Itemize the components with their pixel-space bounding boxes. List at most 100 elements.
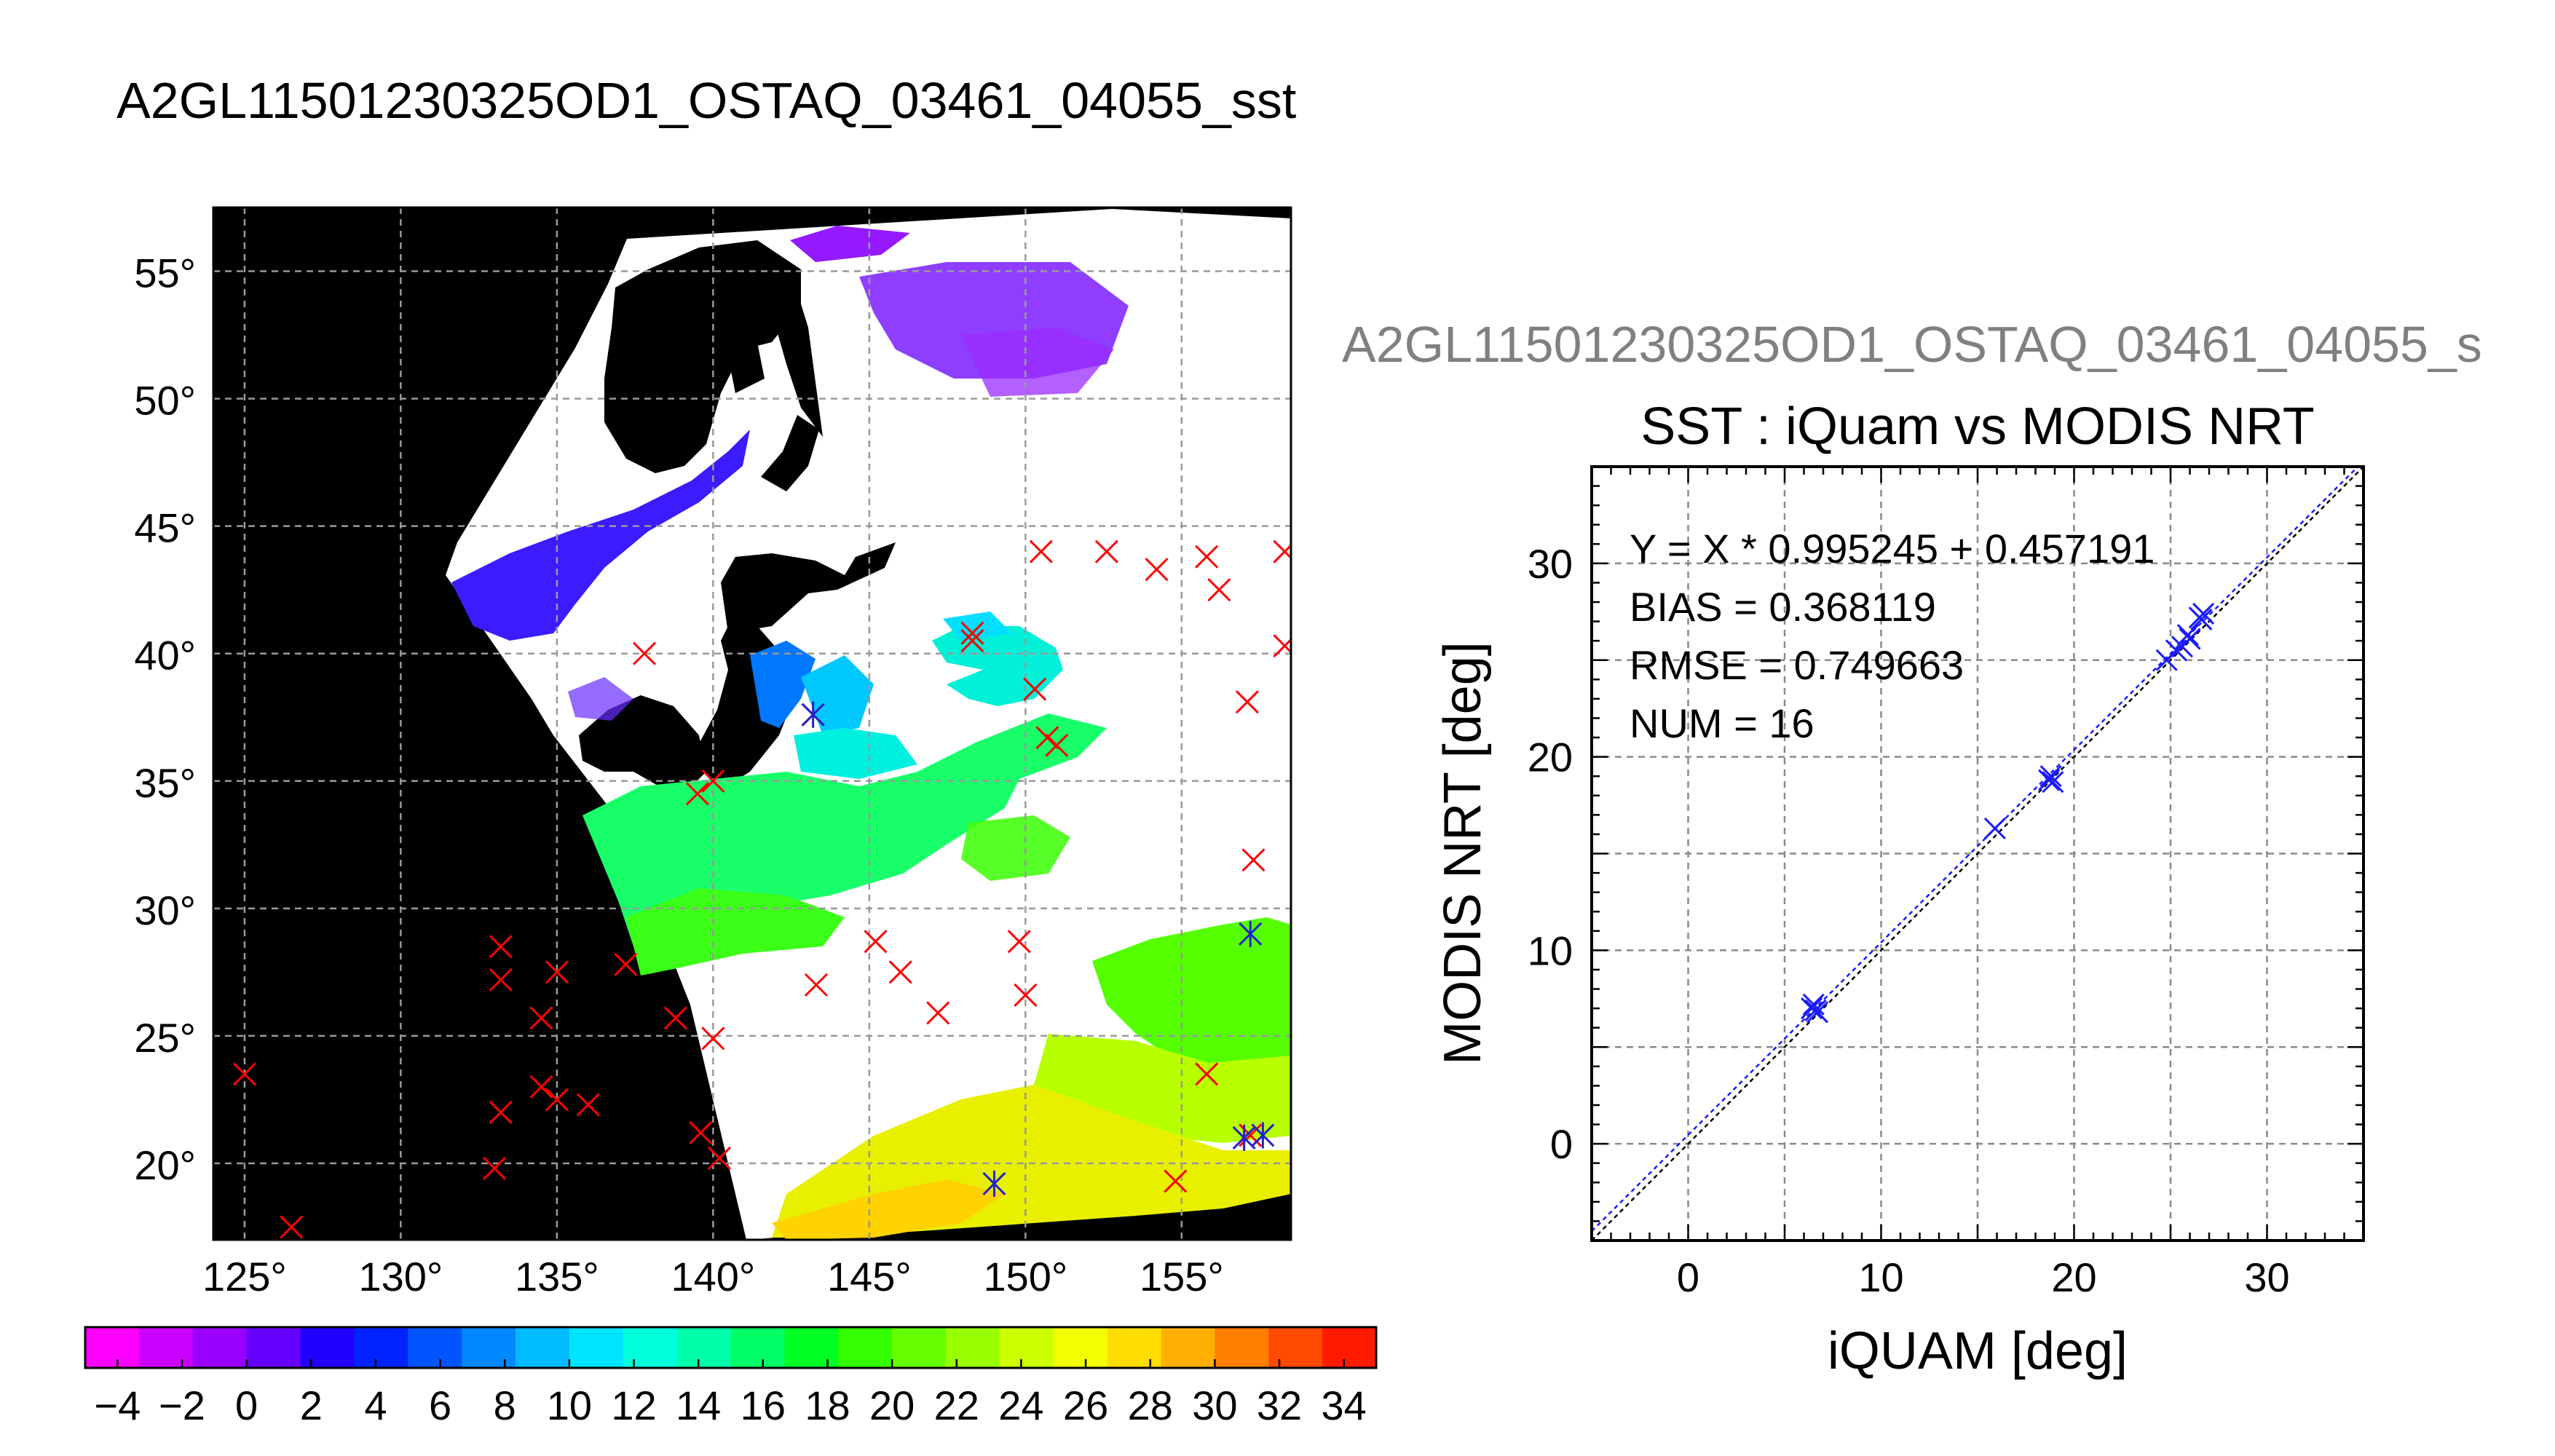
observation-marker-blue — [1239, 920, 1263, 947]
observation-marker-red — [1145, 558, 1169, 582]
observation-marker-red — [1094, 539, 1118, 563]
colorbar-cell — [1053, 1327, 1108, 1368]
colorbar-cell — [999, 1327, 1054, 1368]
observation-marker-red — [1029, 539, 1053, 563]
scatter-ticks — [1590, 465, 2365, 1242]
longitude-tick-labels: 125° 130° 135° 140° 145° 150° 155° — [202, 1254, 1224, 1299]
colorbar-tick-label: 30 — [1192, 1382, 1237, 1428]
observation-marker-red — [701, 1026, 725, 1051]
sst-patch-sanriku — [750, 641, 816, 728]
sst-patch-shikoku-sea — [626, 888, 845, 976]
observation-marker-red — [545, 1088, 569, 1112]
observation-marker-red — [545, 960, 569, 984]
colorbar-cell — [623, 1327, 678, 1368]
longitude-tick-label: 125° — [202, 1254, 287, 1299]
latitude-tick-label: 30° — [134, 887, 196, 933]
scatter-point — [1802, 993, 1825, 1016]
colorbar-cell — [784, 1327, 839, 1368]
observation-marker-red — [1164, 1169, 1188, 1193]
colorbar-tick-label: −2 — [159, 1382, 205, 1428]
observation-marker-red — [1014, 983, 1038, 1007]
scatter-point — [1806, 1001, 1829, 1024]
observation-marker-red — [864, 930, 888, 954]
scatter-point — [2037, 769, 2061, 791]
latitude-tick-label: 45° — [134, 505, 196, 551]
colorbar-cell — [300, 1327, 355, 1368]
scatter-x-axis-label: iQUAM [deg] — [1828, 1322, 2128, 1380]
observation-marker-red — [632, 641, 657, 665]
scatter-y-axis-label: MODIS NRT [deg] — [1434, 641, 1492, 1065]
scatter-point — [2039, 765, 2062, 788]
observation-marker-red — [1195, 1062, 1219, 1086]
scatter-annotation-bias: BIAS = 0.368119 — [1630, 584, 1936, 630]
colorbar-tick-label: 34 — [1322, 1382, 1367, 1428]
colorbar-cell — [892, 1327, 947, 1368]
colorbar-cell — [516, 1327, 570, 1368]
sst-patch-south-east — [1092, 917, 1291, 1070]
colorbar-tick-label: 32 — [1257, 1382, 1302, 1428]
scatter-point — [2042, 771, 2064, 794]
colorbar-tick-label: 20 — [869, 1382, 915, 1428]
scatter-annotation-num: NUM = 16 — [1630, 700, 1814, 746]
observation-marker-red — [280, 1215, 304, 1239]
scatter-figure-title: A2GL11501230325OD1_OSTAQ_03461_04055_s — [1342, 316, 2482, 373]
observation-marker-red — [1273, 539, 1291, 563]
colorbar-cell — [730, 1327, 785, 1368]
latitude-tick-label: 50° — [134, 378, 196, 424]
observation-marker-red — [483, 1156, 507, 1181]
colorbar-cell — [408, 1327, 462, 1368]
colorbar-frame — [84, 1326, 1378, 1369]
observation-marker-red — [1235, 690, 1260, 714]
scatter-point — [1801, 997, 1823, 1020]
observation-marker-red — [1035, 726, 1059, 750]
scatter-panel: A2GL11501230325OD1_OSTAQ_03461_04055_s S… — [1342, 316, 2482, 1380]
colorbar-cell — [1107, 1327, 1162, 1368]
colorbar-cell — [1161, 1327, 1215, 1368]
sst-patch-okhotsk-south — [961, 328, 1114, 397]
colorbar-tick-label: 28 — [1128, 1382, 1173, 1428]
scatter-y-tick-label: 20 — [1528, 735, 1573, 780]
colorbar-cell — [138, 1327, 194, 1368]
scatter-points — [1801, 602, 2215, 1024]
observation-marker-red — [960, 621, 984, 645]
latitude-tick-label: 20° — [134, 1142, 196, 1188]
observation-marker-red — [804, 973, 829, 997]
observation-marker-red — [614, 952, 638, 976]
longitude-tick-label: 155° — [1140, 1254, 1224, 1299]
colorbar-tick-label: 24 — [998, 1382, 1043, 1428]
scatter-y-tick-label: 30 — [1528, 541, 1573, 587]
colorbar-tick-label: 22 — [934, 1382, 979, 1428]
observation-marker-red — [1023, 677, 1047, 701]
sst-patch-green-east — [961, 815, 1070, 881]
scatter-point — [2165, 639, 2188, 662]
regression-line — [1592, 467, 2360, 1233]
observation-marker-red — [232, 1062, 256, 1086]
colorbar-tick-label: −4 — [94, 1382, 141, 1428]
observation-marker-red — [489, 968, 513, 992]
observation-marker-blue — [1232, 1124, 1256, 1151]
scatter-y-tick-label: 10 — [1528, 927, 1573, 973]
colorbar-cell — [1268, 1327, 1323, 1368]
observation-marker-red — [1195, 545, 1219, 569]
observation-marker-red — [689, 1120, 713, 1145]
colorbar-tick-label: 6 — [429, 1382, 451, 1428]
scatter-reference-lines — [1592, 467, 2364, 1241]
sst-map-panel: 20° 25° 30° 35° 40° 45° 50° 55° 125° 130° 135° 140… — [134, 206, 1292, 1299]
colorbar-cell — [462, 1327, 516, 1368]
colorbar-cell — [569, 1327, 624, 1368]
colorbar-cell — [946, 1327, 1000, 1368]
observation-marker-red — [707, 1146, 732, 1171]
sst-patch-kuroshio-ext-north — [794, 728, 917, 779]
scatter-point — [2176, 624, 2199, 646]
colorbar-tick-label: 16 — [741, 1382, 786, 1428]
colorbar-tick-label: 26 — [1063, 1382, 1108, 1428]
scatter-annotation-equation: Y = X * 0.995245 + 0.457191 — [1630, 526, 2155, 571]
scatter-point — [2192, 602, 2215, 625]
scatter-x-tick-label: 20 — [2051, 1254, 2096, 1300]
observation-marker-red — [1207, 578, 1231, 602]
scatter-point — [2190, 608, 2213, 631]
colorbar-cell — [85, 1327, 140, 1368]
colorbar-tick-label: 4 — [364, 1382, 387, 1428]
observation-marker-blue — [982, 1170, 1006, 1197]
